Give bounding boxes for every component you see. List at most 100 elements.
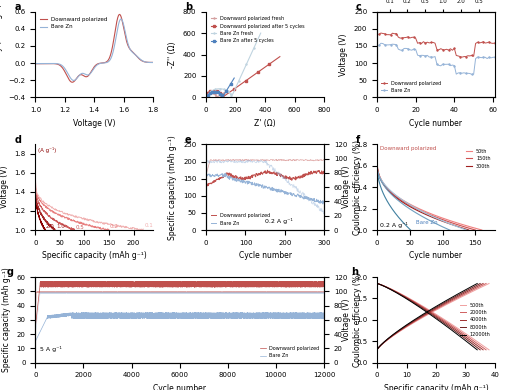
- Downward polarized: [419, 41, 425, 46]
- 12000th: [380, 340, 386, 345]
- Legend: Downward polarized fresh, Downward polarized after 5 cycles, Bare Zn fresh, Bare: Downward polarized fresh, Downward polar…: [209, 14, 307, 45]
- 150th: [380, 181, 386, 185]
- Text: 0.2 A g⁻¹: 0.2 A g⁻¹: [380, 222, 408, 228]
- 300th: [378, 177, 384, 182]
- Downward polarized after 5 cycles: [258, 67, 264, 72]
- 2000th: [374, 347, 380, 352]
- Downward polarized after 5 cycles: [233, 85, 239, 90]
- Downward polarized: [274, 170, 280, 175]
- X-axis label: Z' (Ω): Z' (Ω): [255, 119, 276, 128]
- Bare Zn: [204, 173, 210, 178]
- Downward polarized: [75, 282, 81, 287]
- Text: e: e: [185, 135, 191, 145]
- Downward polarized after 5 cycles: [201, 95, 208, 100]
- 150th: [400, 199, 406, 204]
- 500th: [404, 324, 410, 329]
- Bare Zn: [103, 60, 109, 65]
- Downward polarized: [32, 61, 38, 66]
- Bare Zn after 5 cycles: [228, 80, 234, 85]
- Downward polarized: [303, 171, 309, 176]
- 50th: [393, 193, 399, 198]
- Legend: 500th, 2000th, 4000th, 8000th, 12000th: 500th, 2000th, 4000th, 8000th, 12000th: [458, 301, 492, 339]
- Bare Zn: [88, 70, 94, 74]
- Downward polarized: [32, 325, 38, 330]
- Line: Downward polarized: Downward polarized: [35, 281, 324, 327]
- Bare Zn: [376, 43, 382, 48]
- Line: Bare Zn: Bare Zn: [207, 174, 324, 204]
- Bare Zn after 5 cycles: [205, 95, 211, 100]
- Bare Zn: [274, 190, 280, 194]
- Downward polarized after 5 cycles: [264, 64, 270, 68]
- 8000th: [472, 284, 478, 289]
- Text: 0.2: 0.2: [110, 224, 119, 229]
- Bare Zn: [75, 311, 81, 316]
- Bare Zn: [492, 55, 498, 59]
- 300th: [458, 225, 464, 230]
- Bare Zn: [32, 339, 38, 344]
- Line: 2000th: 2000th: [377, 284, 486, 350]
- Downward polarized: [265, 168, 271, 172]
- Downward polarized: [492, 41, 498, 45]
- 12000th: [474, 281, 480, 286]
- 8000th: [477, 281, 483, 286]
- 150th: [392, 193, 398, 198]
- Text: g: g: [7, 268, 14, 277]
- 50th: [380, 181, 386, 185]
- 2000th: [403, 324, 409, 329]
- Bare Zn: [89, 69, 95, 73]
- 8000th: [401, 324, 408, 329]
- Line: 12000th: 12000th: [377, 284, 477, 350]
- Legend: 50th, 150th, 300th: 50th, 150th, 300th: [465, 147, 492, 170]
- Downward polarized: [69, 80, 75, 85]
- Bare Zn: [480, 55, 486, 60]
- Bare Zn: [129, 50, 135, 55]
- Bare Zn: [405, 46, 411, 51]
- 300th: [391, 193, 397, 198]
- Line: Downward polarized after 5 cycles: Downward polarized after 5 cycles: [204, 55, 281, 99]
- 500th: [395, 330, 401, 335]
- 300th: [374, 158, 380, 163]
- Text: 0.2 A g⁻¹: 0.2 A g⁻¹: [265, 218, 293, 224]
- X-axis label: Cycle number: Cycle number: [410, 119, 463, 128]
- Bare Zn: [204, 172, 210, 176]
- Y-axis label: Voltage (V): Voltage (V): [339, 33, 348, 76]
- Legend: Downward polarized, Bare Zn: Downward polarized, Bare Zn: [258, 344, 322, 360]
- Bare Zn after 5 cycles: [231, 76, 237, 80]
- Bare Zn fresh: [213, 87, 219, 92]
- Bare Zn: [419, 53, 425, 58]
- Downward polarized: [180, 280, 186, 285]
- Downward polarized fresh: [222, 90, 228, 94]
- X-axis label: Specific capacity (mAh g⁻¹): Specific capacity (mAh g⁻¹): [42, 251, 146, 260]
- Downward polarized fresh: [214, 95, 220, 99]
- 50th: [402, 199, 408, 204]
- Line: Bare Zn fresh: Bare Zn fresh: [206, 32, 262, 99]
- Bare Zn: [321, 200, 327, 205]
- Bare Zn: [311, 197, 317, 201]
- Downward polarized: [405, 34, 411, 39]
- Bare Zn fresh: [230, 92, 236, 96]
- 4000th: [471, 286, 477, 291]
- Downward polarized fresh: [211, 91, 217, 96]
- Bare Zn: [107, 314, 113, 319]
- 4000th: [394, 330, 400, 335]
- Bare Zn: [321, 310, 327, 315]
- Text: (A g⁻¹): (A g⁻¹): [38, 147, 56, 153]
- Bare Zn after 5 cycles: [230, 78, 236, 82]
- Line: Downward polarized fresh: Downward polarized fresh: [204, 90, 227, 99]
- 150th: [374, 158, 380, 163]
- Downward polarized: [208, 280, 214, 284]
- Downward polarized: [234, 279, 240, 284]
- X-axis label: Voltage (V): Voltage (V): [73, 119, 116, 128]
- Bare Zn: [184, 313, 190, 317]
- Line: Bare Zn: Bare Zn: [35, 19, 153, 80]
- Bare Zn fresh: [210, 88, 216, 92]
- 150th: [467, 226, 473, 231]
- Bare Zn: [320, 202, 326, 206]
- 50th: [479, 228, 485, 232]
- Downward polarized: [116, 12, 122, 17]
- Bare Zn fresh: [227, 91, 233, 96]
- Downward polarized fresh: [201, 95, 208, 100]
- Bare Zn: [148, 60, 154, 65]
- 2000th: [394, 330, 400, 335]
- Legend: Downward polarized, Bare Zn: Downward polarized, Bare Zn: [209, 211, 273, 228]
